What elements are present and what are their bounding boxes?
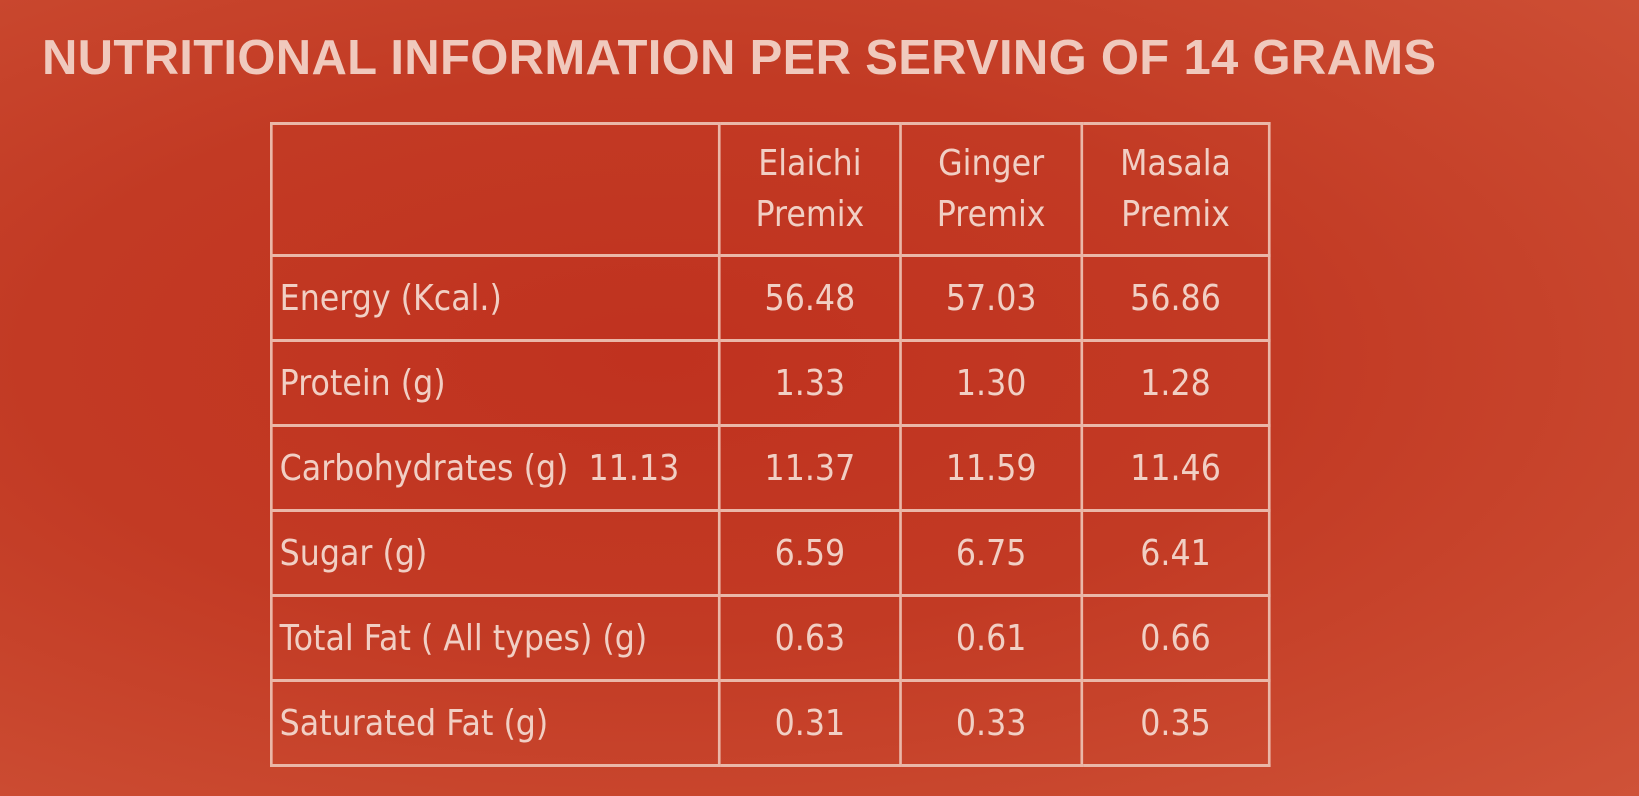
cell-value: 6.75 bbox=[899, 509, 1084, 597]
cell-value: 1.28 bbox=[1080, 339, 1271, 427]
header-ginger: Ginger Premix bbox=[899, 122, 1084, 257]
table-header-row: Elaichi Premix Ginger Premix Masala Prem… bbox=[270, 122, 1271, 257]
cell-value: 0.35 bbox=[1080, 679, 1271, 767]
row-label: Protein (g) bbox=[270, 339, 721, 427]
row-label: Saturated Fat (g) bbox=[270, 679, 721, 767]
cell-value: 11.37 bbox=[717, 424, 902, 512]
cell-value: 11.46 bbox=[1080, 424, 1271, 512]
header-elaichi: Elaichi Premix bbox=[717, 122, 902, 257]
header-masala-line1: Masala bbox=[1120, 143, 1231, 185]
header-elaichi-line1: Elaichi bbox=[758, 143, 862, 185]
cell-value: 56.48 bbox=[717, 254, 902, 342]
cell-value: 0.31 bbox=[717, 679, 902, 767]
cell-value: 11.59 bbox=[899, 424, 1084, 512]
table-row-total-fat: Total Fat ( All types) (g) 0.63 0.61 0.6… bbox=[270, 594, 1271, 682]
table-row-sugar: Sugar (g) 6.59 6.75 6.41 bbox=[270, 509, 1271, 597]
table-row-carbohydrates: Carbohydrates (g) 11.13 11.37 11.59 11.4… bbox=[270, 424, 1271, 512]
cell-value: 0.63 bbox=[717, 594, 902, 682]
row-label: Sugar (g) bbox=[270, 509, 721, 597]
row-label: Total Fat ( All types) (g) bbox=[270, 594, 721, 682]
table-row-saturated-fat: Saturated Fat (g) 0.31 0.33 0.35 bbox=[270, 679, 1271, 767]
header-elaichi-line2: Premix bbox=[755, 193, 865, 235]
table-row-protein: Protein (g) 1.33 1.30 1.28 bbox=[270, 339, 1271, 427]
nutrition-table: Elaichi Premix Ginger Premix Masala Prem… bbox=[270, 122, 1271, 767]
header-masala: Masala Premix bbox=[1080, 122, 1271, 257]
header-masala-line2: Premix bbox=[1121, 193, 1230, 235]
cell-value: 0.66 bbox=[1080, 594, 1271, 682]
cell-value: 6.59 bbox=[717, 509, 902, 597]
header-ginger-line1: Ginger bbox=[938, 143, 1045, 185]
cell-value: 6.41 bbox=[1080, 509, 1271, 597]
cell-value: 56.86 bbox=[1080, 254, 1271, 342]
row-label: Energy (Kcal.) bbox=[270, 254, 721, 342]
table-row-energy: Energy (Kcal.) 56.48 57.03 56.86 bbox=[270, 254, 1271, 342]
cell-value: 0.61 bbox=[899, 594, 1084, 682]
cell-value: 1.33 bbox=[717, 339, 902, 427]
row-label: Carbohydrates (g) 11.13 bbox=[270, 424, 721, 512]
header-blank-cell bbox=[270, 122, 721, 257]
header-ginger-line2: Premix bbox=[936, 193, 1046, 235]
cell-value: 0.33 bbox=[899, 679, 1084, 767]
nutrition-title: NUTRITIONAL INFORMATION PER SERVING OF 1… bbox=[42, 31, 1437, 85]
cell-value: 57.03 bbox=[899, 254, 1084, 342]
cell-value: 1.30 bbox=[899, 339, 1084, 427]
